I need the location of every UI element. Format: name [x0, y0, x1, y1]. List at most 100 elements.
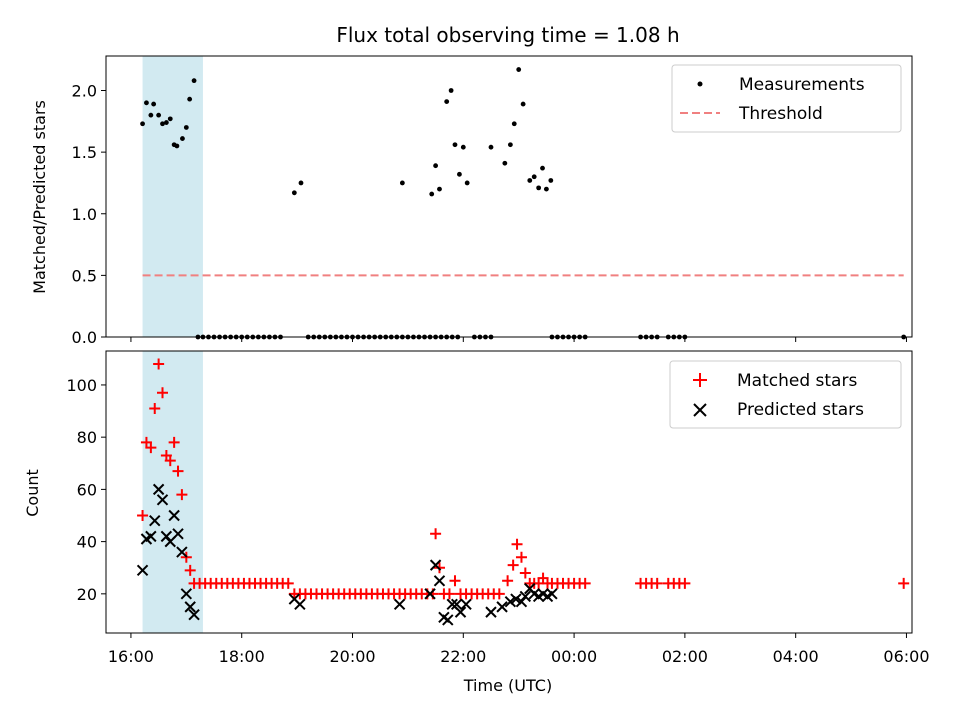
predicted-star-point	[519, 590, 532, 603]
measurement-point	[298, 180, 304, 186]
bottom-x-tick-label: 18:00	[219, 647, 265, 666]
top-marks	[140, 67, 907, 340]
measurement-point	[433, 163, 439, 169]
top-axes-frame	[105, 55, 913, 338]
bottom-y-tick-label: 100	[66, 376, 97, 395]
predicted-star-point	[168, 509, 180, 522]
measurement-point	[548, 178, 554, 183]
measurement-point	[187, 96, 193, 102]
predicted-star-point	[424, 588, 436, 600]
bottom-x-tick-label: 20:00	[329, 647, 375, 666]
chart-title: Flux total observing time = 1.08 h	[336, 23, 679, 47]
legend-marker-matched	[693, 373, 707, 387]
measurement-point	[160, 121, 165, 127]
measurement-point	[460, 144, 466, 150]
bottom-y-tick-label: 60	[77, 480, 97, 499]
measurement-point	[543, 186, 549, 192]
legend-label-threshold: Threshold	[738, 104, 823, 124]
predicted-star-point	[149, 515, 161, 527]
measurement-point	[437, 186, 442, 192]
measurement-point	[448, 88, 454, 93]
measurement-point	[536, 185, 542, 191]
predicted-star-point	[176, 546, 188, 558]
matched-star-point	[519, 567, 531, 579]
matched-star-point	[164, 455, 176, 467]
top-y-tick-label: 0.0	[72, 328, 97, 347]
measurement-point	[520, 101, 526, 107]
top-y-tick-label: 0.5	[72, 266, 97, 285]
matched-star-point	[502, 575, 514, 587]
measurement-point	[457, 171, 462, 177]
predicted-star-point	[504, 595, 517, 608]
predicted-star-point	[180, 588, 193, 600]
measurement-point	[488, 144, 494, 150]
measurement-point	[516, 67, 522, 72]
measurement-point	[151, 101, 157, 107]
legend-label-predicted: Predicted stars	[737, 400, 864, 420]
predicted-star-point	[294, 598, 306, 610]
predicted-star-point	[510, 593, 522, 605]
measurement-point	[527, 178, 533, 183]
predicted-star-point	[393, 598, 406, 610]
measurement-point	[167, 116, 173, 122]
observation-shade-top	[142, 56, 203, 337]
matched-star-point	[168, 436, 180, 448]
predicted-star-point	[156, 494, 169, 506]
bottom-y-tick-label: 80	[77, 428, 97, 447]
bottom-y-tick-label: 20	[77, 585, 97, 604]
bottom-panel: 20 40 60 80 100 16:00 18:00 20:00 22:00 00:00 02:0…	[23, 350, 930, 695]
measurement-point	[452, 142, 458, 148]
matched-star-point	[443, 588, 455, 600]
predicted-star-point	[496, 601, 508, 613]
matched-star-point	[579, 577, 591, 589]
measurement-point	[444, 99, 450, 105]
bottom-legend: Matched stars Predicted stars	[669, 360, 902, 429]
legend-label-matched: Matched stars	[737, 371, 857, 391]
matched-star-point	[449, 575, 461, 587]
x-axis-label: Time (UTC)	[463, 676, 552, 695]
matched-star-point	[157, 387, 169, 399]
measurement-point	[531, 174, 537, 180]
matched-star-point	[651, 577, 663, 589]
matched-star-point	[172, 465, 184, 477]
matched-star-point	[282, 577, 294, 589]
bottom-y-axis-label: Count	[23, 469, 42, 517]
bottom-x-tick-label: 22:00	[440, 647, 486, 666]
top-axes: 0.0 0.5 1.0 1.5 2.0	[72, 82, 907, 347]
measurement-point	[144, 100, 149, 106]
predicted-star-point	[184, 601, 196, 613]
predicted-star-point	[442, 614, 454, 626]
bottom-x-tick-label: 04:00	[773, 647, 819, 666]
bottom-axes: 20 40 60 80 100 16:00 18:00 20:00 22:00 00:00 02:0…	[66, 376, 929, 666]
measurement-point	[163, 120, 169, 125]
matched-star-point	[184, 564, 196, 576]
matched-star-point	[515, 551, 527, 563]
matched-star-point	[153, 358, 165, 370]
bottom-x-tick-label: 00:00	[551, 647, 597, 666]
measurement-point	[502, 160, 508, 166]
measurement-point	[183, 125, 189, 130]
bottom-axes-frame	[105, 350, 913, 634]
bottom-marks	[136, 358, 910, 626]
bottom-x-tick-label: 16:00	[108, 647, 154, 666]
measurement-point	[140, 121, 145, 127]
predicted-star-point	[145, 530, 157, 543]
top-legend-box	[671, 64, 902, 133]
legend-marker-measurements	[697, 81, 703, 87]
measurement-point	[429, 191, 435, 197]
measurement-point	[540, 165, 545, 171]
bottom-x-tick-label: 02:00	[662, 647, 708, 666]
bottom-x-tick-label: 06:00	[883, 647, 929, 666]
top-panel: 0.00.51.01.52.0 Matched/Predicted stars …	[30, 55, 913, 347]
measurement-point	[511, 121, 517, 127]
matched-star-point	[898, 577, 910, 589]
measurement-point	[180, 136, 185, 141]
top-y-tick-label: 2.0	[72, 82, 97, 101]
predicted-star-point	[460, 598, 472, 610]
predicted-star-point	[485, 606, 497, 618]
predicted-star-point	[450, 598, 463, 610]
measurement-point	[399, 180, 405, 186]
matched-star-point	[430, 528, 442, 540]
top-y-axis-label: Matched/Predicted stars	[30, 100, 49, 294]
predicted-star-point	[188, 609, 200, 621]
